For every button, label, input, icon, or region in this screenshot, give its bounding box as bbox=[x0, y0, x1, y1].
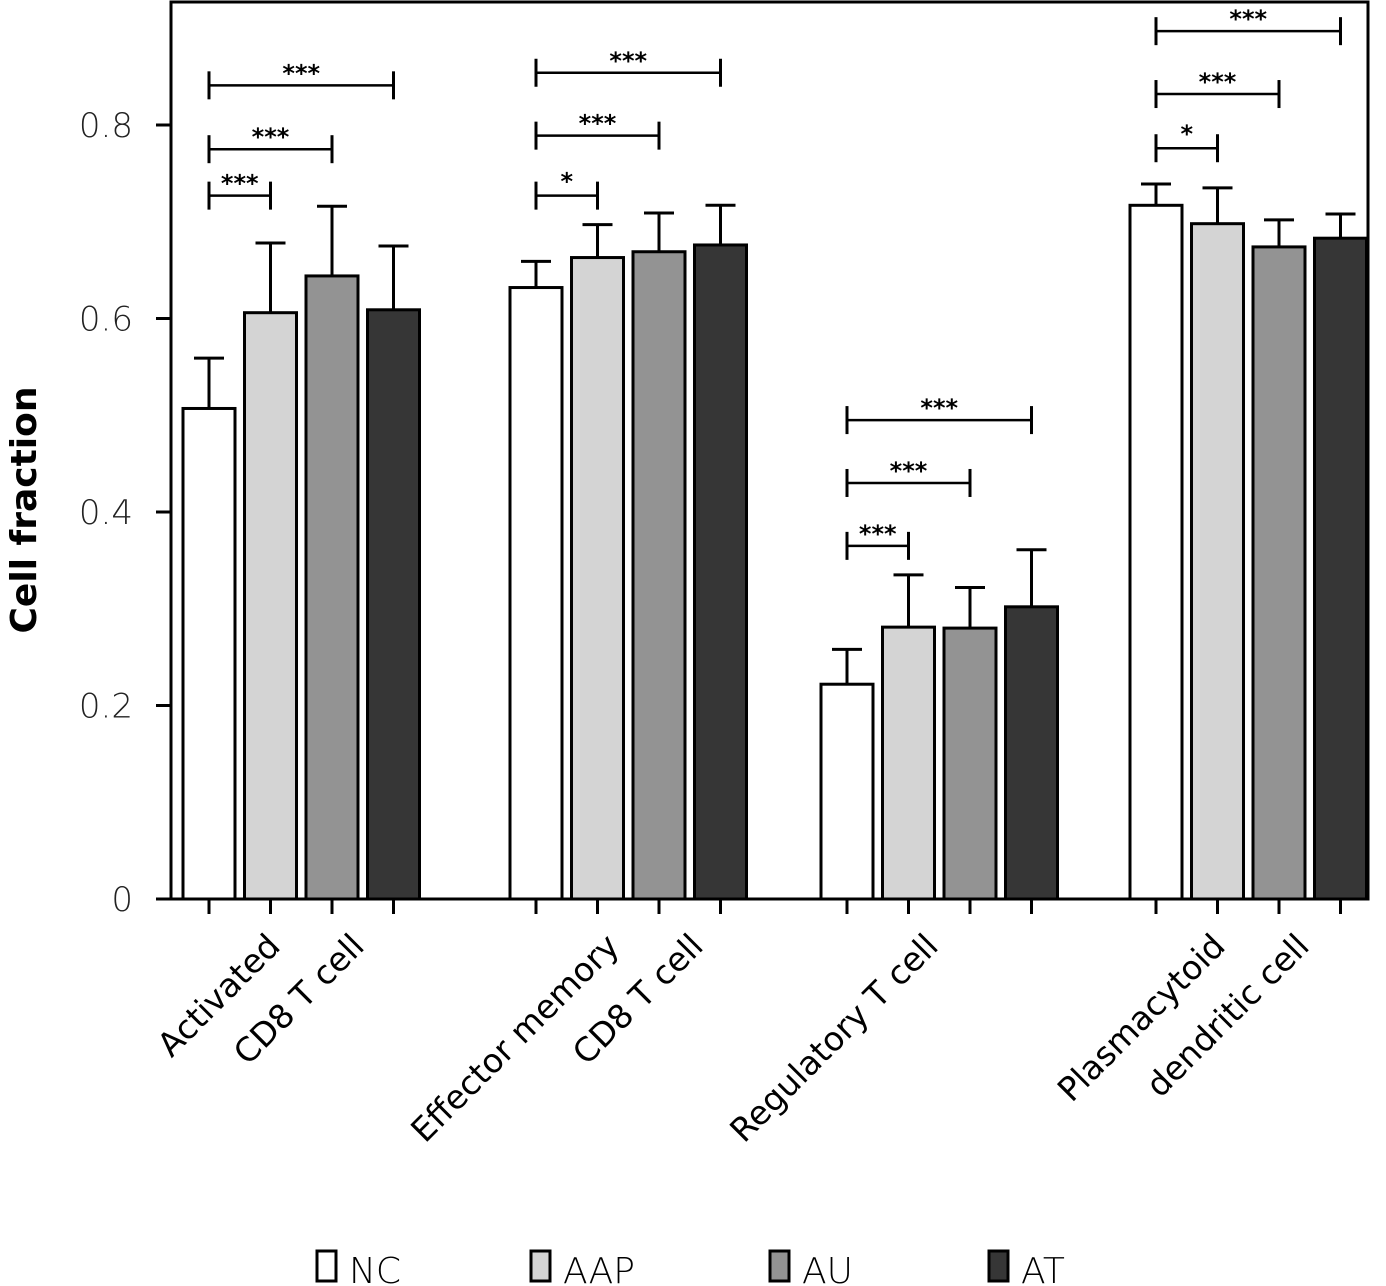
legend-swatch bbox=[315, 1249, 338, 1283]
significance-bracket: * bbox=[534, 168, 599, 210]
significance-label: *** bbox=[1229, 5, 1267, 33]
legend-item-au: AU bbox=[768, 1249, 853, 1286]
bar-nc bbox=[819, 682, 875, 901]
category-label-line: Regulatory T cell bbox=[722, 926, 946, 1150]
significance-bracket: *** bbox=[1154, 5, 1342, 46]
significance-bracket: *** bbox=[845, 520, 910, 560]
legend-swatch bbox=[529, 1249, 552, 1283]
significance-bracket: *** bbox=[845, 457, 972, 497]
significance-label: *** bbox=[252, 123, 290, 151]
significance-label: *** bbox=[282, 59, 320, 87]
bar-aap bbox=[881, 625, 936, 901]
y-tick-label: 0.2 bbox=[79, 687, 133, 727]
legend-item-nc: NC bbox=[315, 1249, 401, 1286]
y-tick-label: 0.8 bbox=[79, 106, 133, 146]
category-label: Regulatory T cell bbox=[722, 926, 946, 1150]
legend-item-at: AT bbox=[987, 1249, 1065, 1286]
bar-at bbox=[366, 308, 421, 901]
bar-au bbox=[631, 250, 687, 901]
significance-bracket: *** bbox=[207, 170, 272, 210]
significance-label: *** bbox=[579, 110, 617, 138]
significance-label: *** bbox=[221, 170, 259, 198]
legend-item-aap: AAP bbox=[529, 1249, 635, 1286]
bar-aap bbox=[570, 256, 625, 901]
y-axis-title: Cell fraction bbox=[4, 386, 45, 633]
legend-label: AU bbox=[802, 1251, 853, 1286]
significance-bracket: *** bbox=[534, 110, 661, 150]
bar-nc bbox=[1128, 203, 1184, 901]
significance-bracket: *** bbox=[1154, 68, 1281, 109]
significance-bracket: *** bbox=[207, 123, 334, 164]
y-tick-label: 0.4 bbox=[79, 493, 133, 533]
significance-bracket: *** bbox=[207, 59, 395, 100]
bar-au bbox=[1251, 245, 1307, 901]
significance-label: *** bbox=[609, 47, 647, 75]
bar-au bbox=[304, 274, 360, 901]
y-tick-label: 0.6 bbox=[79, 300, 133, 340]
y-tick-label: 0 bbox=[111, 880, 133, 920]
significance-label: * bbox=[560, 168, 573, 196]
bar-aap bbox=[1190, 222, 1245, 901]
bar-nc bbox=[181, 406, 237, 901]
bar-at bbox=[693, 243, 748, 901]
bar-at bbox=[1313, 236, 1368, 901]
significance-bracket: *** bbox=[845, 394, 1033, 435]
legend-swatch bbox=[987, 1249, 1010, 1283]
bar-aap bbox=[243, 311, 298, 901]
bar-au bbox=[942, 626, 998, 901]
significance-bracket: *** bbox=[534, 47, 722, 87]
legend-label: NC bbox=[349, 1251, 401, 1286]
legend-swatch bbox=[768, 1249, 791, 1283]
significance-label: *** bbox=[890, 457, 928, 485]
significance-label: *** bbox=[920, 394, 958, 422]
significance-label: *** bbox=[1199, 68, 1237, 96]
legend-label: AAP bbox=[563, 1251, 635, 1286]
legend-label: AT bbox=[1021, 1251, 1065, 1286]
significance-label: *** bbox=[859, 520, 897, 548]
significance-bracket: * bbox=[1154, 120, 1219, 163]
bar-nc bbox=[508, 286, 564, 901]
significance-label: * bbox=[1180, 120, 1193, 148]
bar-at bbox=[1004, 605, 1059, 901]
